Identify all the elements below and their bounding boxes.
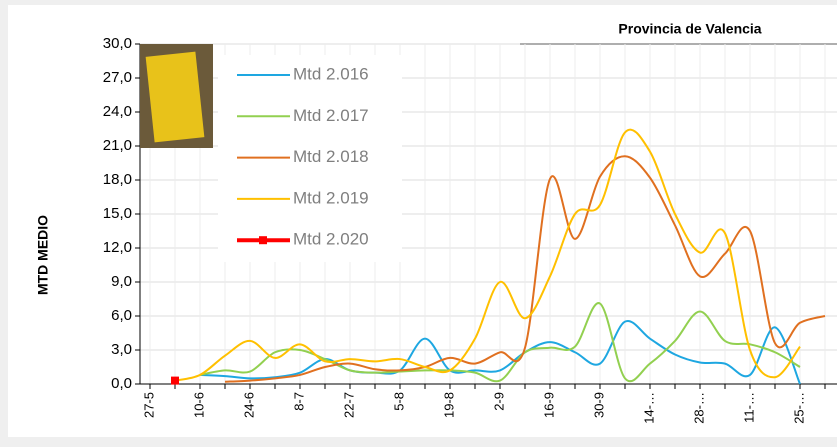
x-tick-label: 30-9 — [591, 392, 606, 418]
chart-area — [8, 5, 837, 437]
x-tick-label: 19-8 — [441, 392, 456, 418]
chart-title: Provincia de Valencia — [618, 21, 761, 37]
x-tick-label: 8-7 — [291, 392, 306, 411]
y-tick-label: 24,0 — [103, 103, 132, 120]
y-tick-label: 15,0 — [103, 205, 132, 222]
trap-card — [145, 51, 205, 143]
x-tick-label: 11-… — [741, 392, 756, 423]
series-line — [174, 128, 801, 382]
series-line — [199, 302, 801, 383]
y-tick-label: 0,0 — [111, 375, 132, 392]
x-tick-label: 14-… — [641, 392, 656, 424]
x-tick-label: 16-9 — [541, 392, 556, 418]
y-tick-label: 9,0 — [111, 273, 132, 290]
point-marker — [171, 376, 179, 385]
x-tick-label: 28-… — [691, 392, 706, 424]
x-tick-label: 22-7 — [341, 392, 356, 418]
legend-label: Mtd 2.017 — [293, 106, 369, 125]
x-tick-label: 10-6 — [191, 392, 206, 418]
x-tick-label: 27-5 — [141, 392, 156, 418]
legend-label: Mtd 2.019 — [293, 188, 369, 207]
y-tick-label: 3,0 — [111, 341, 132, 358]
y-tick-label: 12,0 — [103, 239, 132, 256]
legend-label: Mtd 2.018 — [293, 147, 369, 166]
x-tick-label: 5-8 — [391, 392, 406, 411]
y-tick-label: 18,0 — [103, 171, 132, 188]
legend-label: Mtd 2.020 — [293, 230, 369, 249]
y-tick-label: 27,0 — [103, 69, 132, 86]
x-tick-label: 2-9 — [491, 392, 506, 411]
y-tick-label: 6,0 — [111, 307, 132, 324]
x-tick-label: 25-… — [791, 392, 806, 424]
y-tick-label: 21,0 — [103, 137, 132, 154]
series-line — [224, 155, 826, 383]
legend-label: Mtd 2.016 — [293, 64, 369, 83]
y-tick-label: 30,0 — [103, 35, 132, 52]
legend-marker — [259, 236, 267, 245]
y-axis-label: MTD MEDIO — [35, 215, 51, 295]
series-line — [199, 320, 801, 385]
x-tick-label: 24-6 — [241, 392, 256, 418]
